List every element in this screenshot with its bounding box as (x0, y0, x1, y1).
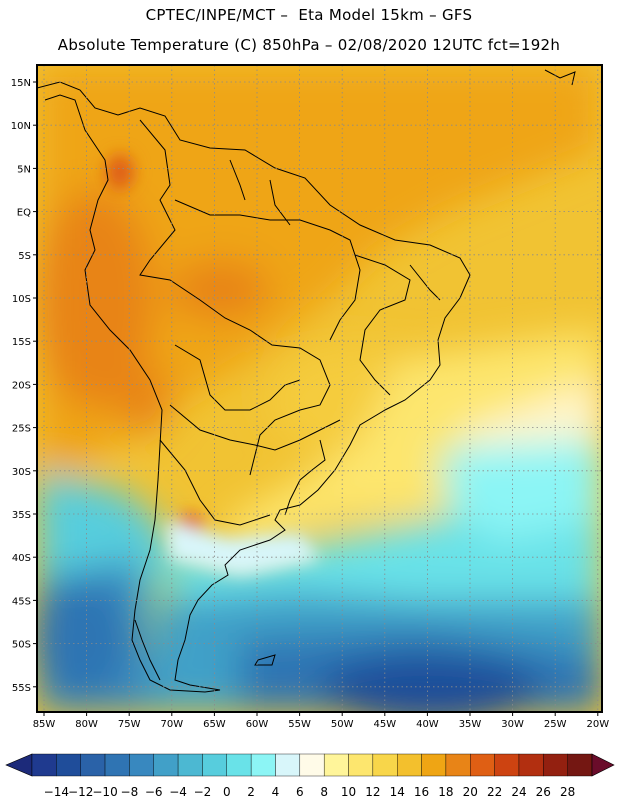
colorbar-swatch (202, 753, 227, 777)
colorbar-swatch (56, 753, 81, 777)
colorbar-label: 0 (223, 785, 231, 799)
colorbar-swatch (348, 753, 374, 777)
colorbar-swatch (470, 753, 495, 777)
latitude-label: 25S (12, 424, 31, 435)
latitude-label: 10S (12, 294, 31, 305)
colorbar-label: 14 (390, 785, 405, 799)
colorbar-label: −14 (44, 785, 69, 799)
latitude-label: 50S (12, 640, 31, 651)
colorbar-label: −10 (92, 785, 117, 799)
colorbar-label: 20 (463, 785, 478, 799)
latitude-label: 5N (17, 164, 31, 175)
coastline-borders (37, 69, 576, 693)
colorbar-swatch (226, 753, 252, 777)
colorbar-label: −2 (194, 785, 212, 799)
colorbar-label: 22 (487, 785, 502, 799)
longitude-label: 50W (331, 719, 354, 730)
latitude-labels: 15N 10N 5N EQ 5S 10S 15S 20S 25S 30S 35S 40S 45S 50S 5… (11, 78, 37, 694)
latitude-label: 30S (12, 467, 31, 478)
latitude-label: 15S (12, 337, 31, 348)
colorbar-swatch (323, 753, 349, 777)
longitude-label: 25W (544, 719, 567, 730)
latitude-label: 5S (18, 251, 31, 262)
colorbar-label: −4 (169, 785, 187, 799)
colorbar-swatch (299, 753, 325, 777)
latitude-label: EQ (17, 208, 31, 219)
temperature-colorbar (5, 753, 615, 777)
latitude-label: 35S (12, 510, 31, 521)
map-title-line1: CPTEC/INPE/MCT – Eta Model 15km – GFS (145, 6, 473, 24)
colorbar-max-arrow (591, 753, 615, 777)
latitude-label: 20S (12, 380, 31, 391)
latitude-label: 15N (11, 78, 31, 89)
temperature-field (37, 65, 602, 712)
colorbar-swatch (567, 753, 593, 777)
colorbar-label: 28 (560, 785, 575, 799)
colorbar-swatch (104, 753, 130, 777)
longitude-label: 30W (501, 719, 524, 730)
longitude-label: 55W (288, 719, 311, 730)
latitude-label: 45S (12, 596, 31, 607)
latitude-label: 40S (12, 553, 31, 564)
colorbar-label: 26 (536, 785, 551, 799)
longitude-label: 85W (33, 719, 56, 730)
longitude-label: 60W (246, 719, 269, 730)
longitude-label: 45W (373, 719, 396, 730)
colorbar-label: −8 (121, 785, 139, 799)
colorbar-label: 4 (272, 785, 280, 799)
colorbar-label: −12 (68, 785, 93, 799)
colorbar-label: −6 (145, 785, 163, 799)
colorbar-label: 8 (320, 785, 328, 799)
colorbar-swatch (372, 753, 398, 777)
longitude-label: 65W (203, 719, 226, 730)
colorbar-swatch (518, 753, 544, 777)
colorbar-swatch (494, 753, 520, 777)
map-frame (36, 64, 603, 713)
colorbar-swatch (31, 753, 57, 777)
colorbar-swatch (397, 753, 422, 777)
colorbar-swatch (275, 753, 301, 777)
longitude-label: 80W (75, 719, 98, 730)
colorbar-label: 6 (296, 785, 304, 799)
colorbar-label: 18 (438, 785, 453, 799)
colorbar-label: 24 (511, 785, 526, 799)
longitude-label: 75W (118, 719, 141, 730)
colorbar-swatch (543, 753, 568, 777)
longitude-label: 40W (416, 719, 439, 730)
colorbar-swatch (153, 753, 179, 777)
colorbar-swatch (445, 753, 471, 777)
latitude-label: 55S (12, 683, 31, 694)
colorbar-label: 12 (365, 785, 380, 799)
colorbar-swatch (80, 753, 106, 777)
colorbar-swatch (421, 753, 447, 777)
colorbar-swatch (129, 753, 154, 777)
longitude-labels: 85W 80W 75W 70W 65W 60W 55W 50W 45W 40W 35W 30W 25W 2… (33, 712, 609, 730)
colorbar-swatch (177, 753, 203, 777)
map-title-line2: Absolute Temperature (C) 850hPa – 02/08/… (57, 36, 561, 54)
colorbar-label: 16 (414, 785, 429, 799)
longitude-label: 20W (586, 719, 609, 730)
longitude-label: 70W (160, 719, 183, 730)
colorbar-labels: −14 −12 −10 −8 −6 −4 −2 0 2 4 6 8 10 12 14 16 18 20 22 24 26… (44, 785, 576, 799)
colorbar-swatch (250, 753, 276, 777)
latitude-label: 10N (11, 121, 31, 132)
colorbar-min-arrow (5, 753, 33, 777)
longitude-label: 35W (459, 719, 482, 730)
colorbar-label: 2 (247, 785, 255, 799)
colorbar-label: 10 (341, 785, 356, 799)
